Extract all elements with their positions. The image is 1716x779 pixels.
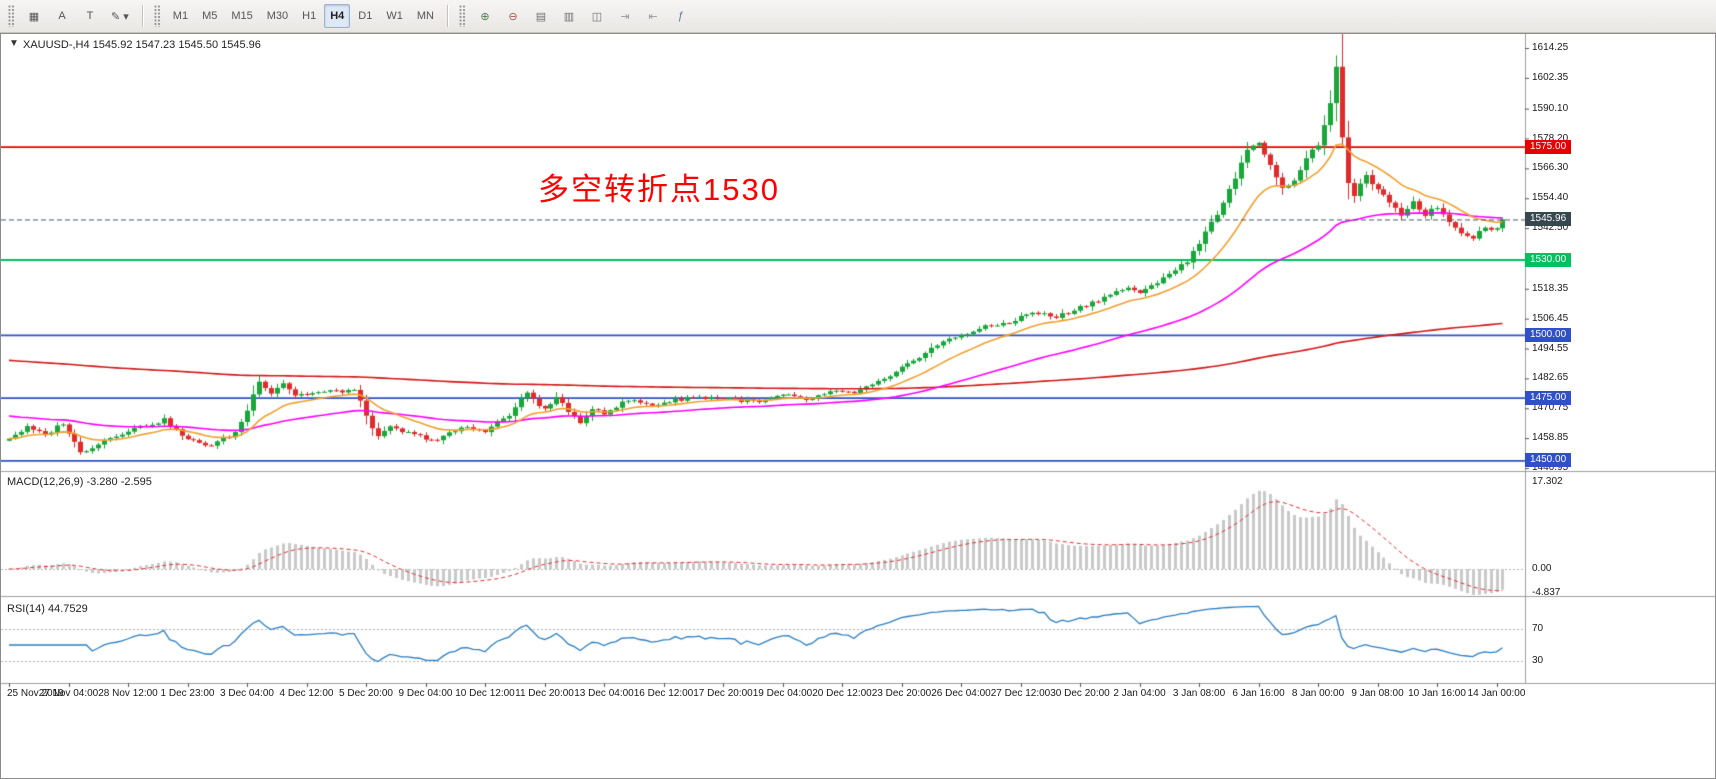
- text-annotation-button[interactable]: A: [58, 10, 66, 22]
- toolbar-drag-handle[interactable]: [8, 5, 15, 27]
- tile-vertical-icon[interactable]: ▥: [563, 10, 575, 23]
- timeframe-button-h1[interactable]: H1: [302, 10, 317, 22]
- timeframe-button-m30[interactable]: M30: [266, 10, 289, 22]
- chart-window: ▼ XAUUSD-,H4 1545.92 1547.23 1545.50 154…: [0, 33, 1716, 779]
- zoom-out-icon[interactable]: ⊖: [508, 10, 518, 23]
- timeframe-button-w1[interactable]: W1: [386, 10, 403, 22]
- toolbar-separator: [446, 5, 448, 27]
- toolbar-separator: [141, 5, 143, 27]
- text-label-button[interactable]: T: [86, 10, 94, 22]
- timeframe-button-m5[interactable]: M5: [202, 10, 218, 22]
- timeframe-button-d1[interactable]: D1: [358, 10, 373, 22]
- toolbar-drag-handle[interactable]: [153, 5, 161, 27]
- zoom-in-icon[interactable]: ⊕: [480, 10, 490, 23]
- timeframe-button-h4[interactable]: H4: [324, 4, 351, 28]
- timeframe-button-m1[interactable]: M1: [172, 10, 189, 22]
- charts-grid-icon[interactable]: ▦: [28, 10, 40, 23]
- collapse-arrow-icon[interactable]: ▼: [9, 38, 19, 49]
- cascade-windows-icon[interactable]: ◫: [591, 10, 603, 23]
- draw-tools-button[interactable]: ✎ ▾: [111, 10, 129, 23]
- indicators-icon[interactable]: ƒ: [677, 10, 685, 22]
- chart-shift-icon[interactable]: ⇤: [648, 10, 658, 23]
- toolbar: ▦ A T ✎ ▾ M1 M5 M15 M30 H1 H4 D1 W1 MN ⊕ ⊖ ▤ ▥ ◫ ⇥ ⇤ ƒ: [0, 0, 1716, 33]
- toolbar-drag-handle[interactable]: [458, 5, 466, 27]
- tile-horizontal-icon[interactable]: ▤: [535, 10, 547, 23]
- price-chart-canvas[interactable]: [1, 34, 1716, 779]
- timeframe-button-m15[interactable]: M15: [231, 10, 253, 22]
- auto-scroll-icon[interactable]: ⇥: [620, 10, 630, 23]
- timeframe-button-mn[interactable]: MN: [416, 10, 434, 22]
- chart-annotation-text[interactable]: 多空转折点1530: [538, 172, 780, 207]
